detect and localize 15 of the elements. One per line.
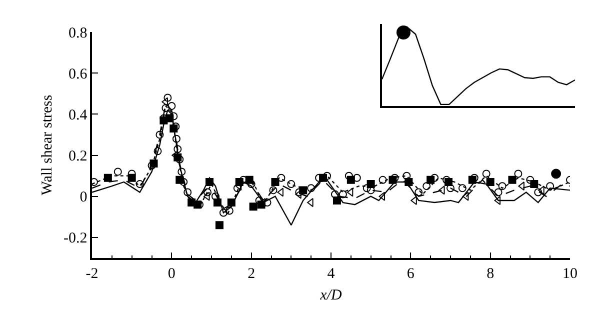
y-tick-label: -0.2 [64,230,88,247]
y-tick-label: 0 [80,190,88,206]
x-tick-label: -2 [86,266,98,282]
x-tick-label: 8 [486,266,494,282]
x-tick-label: 6 [406,266,415,282]
x-tick-label: 2 [248,266,256,282]
x-tick-label: 10 [562,266,578,282]
y-tick-label: 0.6 [68,66,88,82]
y-tick-label: 0.4 [68,107,88,124]
y-axis-title: Wall shear stress [39,94,56,196]
x-tick-label: 4 [327,266,336,282]
y-tick-label: 0.2 [68,148,88,165]
x-axis-title: x/D [319,287,342,304]
x-tick-label: 0 [168,266,176,282]
y-tick-label: 0.8 [68,25,88,42]
